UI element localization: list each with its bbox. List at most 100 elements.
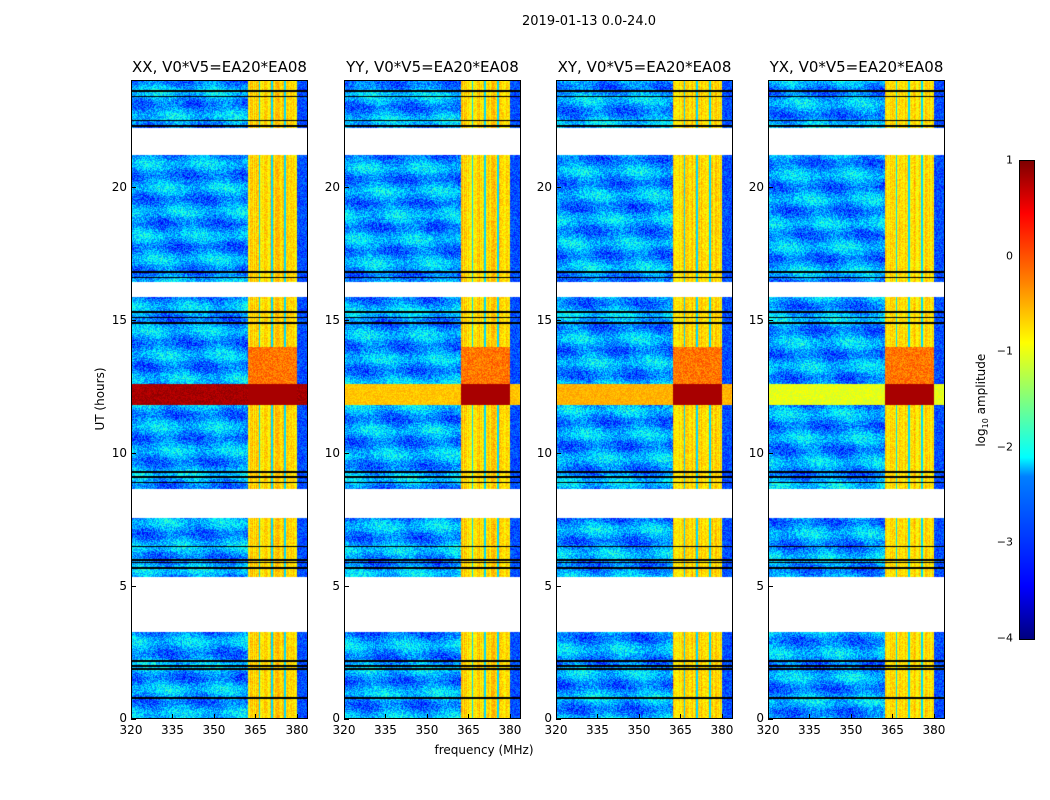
colorbar (1019, 160, 1035, 640)
colorbar-tick-label: −2 (996, 440, 1013, 454)
colorbar-tick-label: 1 (1006, 153, 1013, 167)
y-tick-label: 0 (119, 711, 127, 725)
x-tick-mark (255, 714, 257, 719)
x-tick-mark (172, 714, 174, 719)
y-tick-mark (556, 585, 561, 587)
y-tick-label: 10 (324, 445, 340, 460)
x-tick-mark (468, 714, 470, 719)
y-tick-mark (344, 186, 349, 188)
colorbar-tick-label: −1 (996, 344, 1013, 358)
x-tick-label: 380 (922, 723, 946, 737)
heatmap-image (768, 80, 945, 719)
x-tick-mark (213, 714, 215, 719)
x-tick-label: 320 (119, 723, 143, 737)
x-tick-label: 350 (202, 723, 226, 737)
y-tick-label: 20 (536, 179, 552, 194)
y-tick-label: 10 (536, 445, 552, 460)
x-tick-mark (385, 714, 387, 719)
y-tick-label: 15 (748, 312, 764, 327)
x-tick-mark (721, 714, 723, 719)
heatmap-panel-0: XX, V0*V5=EA20*EA08 0 5 10 15 20 320 335 350 365 3… (112, 58, 309, 737)
x-axis-label: frequency (MHz) (434, 743, 534, 757)
heatmap-panel-2: XY, V0*V5=EA20*EA08 0 5 10 15 20 320 335 350 365 3… (537, 58, 734, 737)
y-tick-mark (344, 719, 349, 720)
x-tick-mark (850, 714, 852, 719)
heatmap-image (556, 80, 733, 719)
x-tick-label: 365 (669, 723, 692, 737)
x-tick-label: 320 (332, 723, 356, 737)
y-tick-label: 0 (332, 711, 340, 725)
x-tick-label: 365 (881, 723, 904, 737)
y-tick-mark (131, 719, 136, 720)
x-tick-mark (680, 714, 682, 719)
heatmap-panel-3: YX, V0*V5=EA20*EA08 0 5 10 15 20 320 335 350 365 3… (749, 58, 946, 737)
x-tick-mark (296, 714, 298, 719)
x-tick-label: 365 (457, 723, 480, 737)
y-axis-label: UT (hours) (93, 367, 107, 431)
x-tick-mark (933, 714, 935, 719)
y-tick-mark (768, 186, 773, 188)
panel-title: YY, V0*V5=EA20*EA08 (346, 58, 519, 76)
y-tick-label: 20 (111, 179, 127, 194)
y-tick-label: 5 (119, 578, 127, 593)
y-tick-mark (768, 452, 773, 454)
y-tick-label: 20 (748, 179, 764, 194)
y-tick-mark (556, 319, 561, 321)
x-tick-label: 380 (498, 723, 522, 737)
heatmap-image (131, 80, 308, 719)
y-tick-mark (131, 585, 136, 587)
y-tick-label: 15 (111, 312, 127, 327)
x-tick-label: 335 (374, 723, 397, 737)
x-tick-mark (768, 714, 769, 719)
x-tick-label: 320 (544, 723, 568, 737)
y-tick-mark (556, 186, 561, 188)
y-tick-label: 15 (536, 312, 552, 327)
y-tick-label: 10 (111, 445, 127, 460)
panel-title: XY, V0*V5=EA20*EA08 (557, 58, 732, 76)
panel-title: XX, V0*V5=EA20*EA08 (132, 58, 307, 76)
y-tick-label: 5 (756, 578, 764, 593)
x-tick-mark (556, 714, 557, 719)
x-tick-mark (426, 714, 428, 719)
x-tick-label: 320 (756, 723, 780, 737)
x-tick-mark (809, 714, 811, 719)
x-tick-label: 350 (627, 723, 651, 737)
y-tick-mark (556, 719, 561, 720)
y-tick-mark (344, 319, 349, 321)
y-tick-label: 20 (324, 179, 340, 194)
y-tick-label: 5 (544, 578, 552, 593)
y-tick-label: 10 (748, 445, 764, 460)
y-tick-mark (131, 452, 136, 454)
y-tick-label: 0 (544, 711, 552, 725)
colorbar-tick-label: −3 (996, 535, 1013, 549)
x-tick-mark (344, 714, 345, 719)
colorbar-tick-label: −4 (996, 631, 1013, 645)
colorbar-label: log10 amplitude (973, 353, 991, 447)
y-tick-label: 5 (332, 578, 340, 593)
x-tick-label: 335 (161, 723, 184, 737)
x-tick-label: 350 (839, 723, 863, 737)
y-tick-mark (344, 452, 349, 454)
x-tick-mark (597, 714, 599, 719)
y-tick-mark (768, 585, 773, 587)
x-tick-label: 335 (586, 723, 609, 737)
y-tick-mark (556, 452, 561, 454)
heatmap-image (344, 80, 521, 719)
x-tick-label: 380 (710, 723, 734, 737)
x-tick-mark (131, 714, 132, 719)
y-tick-mark (131, 319, 136, 321)
y-tick-mark (131, 186, 136, 188)
y-tick-label: 15 (324, 312, 340, 327)
y-tick-label: 0 (756, 711, 764, 725)
x-tick-label: 350 (415, 723, 439, 737)
x-tick-mark (638, 714, 640, 719)
x-tick-mark (892, 714, 894, 719)
x-tick-label: 380 (285, 723, 309, 737)
x-tick-mark (509, 714, 511, 719)
x-tick-label: 335 (798, 723, 821, 737)
figure-title: 2019-01-13 0.0-24.0 (522, 14, 656, 29)
heatmap-panel-1: YY, V0*V5=EA20*EA08 0 5 10 15 20 320 335 350 365 3… (325, 58, 522, 737)
y-tick-mark (768, 719, 773, 720)
panel-title: YX, V0*V5=EA20*EA08 (769, 58, 944, 76)
